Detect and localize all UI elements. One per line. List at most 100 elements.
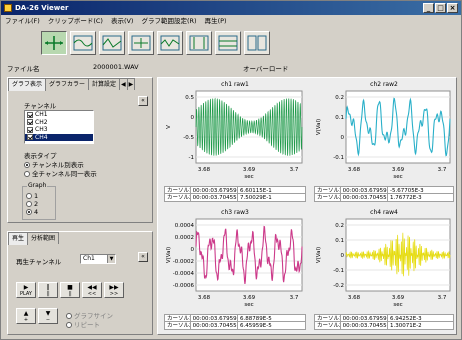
waveform-chart[interactable]: 0.2 0.1 0 -0.1 3.68 3.69 3.7 sec V(Val) (312, 89, 456, 181)
radio-button[interactable] (24, 171, 30, 177)
cursor-time: 00:00:03.70455 (192, 322, 238, 329)
rewind-button[interactable]: ◀◀ << (82, 282, 102, 298)
tab-graph-color[interactable]: グラフカラー (45, 78, 90, 90)
cursor-value: 6.60115E-1 (239, 188, 272, 193)
button-label: + (23, 317, 29, 323)
fast-forward-icon: ▶▶ (109, 284, 119, 291)
cursor-label: カーソル2 (317, 194, 341, 201)
cursor-time: 00:00:03.70455 (192, 194, 238, 201)
volume-down-button[interactable]: ▼ − (38, 308, 58, 324)
tab-analysis-range[interactable]: 分析範囲 (27, 232, 60, 244)
repeat-option[interactable]: リピート (66, 319, 100, 329)
cursor-time: 00:00:03.70455 (342, 194, 388, 201)
x-axis-label: sec (244, 174, 253, 180)
stop-button[interactable]: ■ || (60, 282, 80, 298)
panel-collapse-button[interactable]: « (138, 96, 148, 106)
pan-graph-icon (131, 35, 151, 51)
cursor-row: カーソル2 00:00:03.70455 7.50029E-1 (164, 194, 306, 202)
tab-play[interactable]: 再生 (8, 232, 29, 245)
cursor-label: カーソル2 (317, 322, 341, 329)
y-tick-label: 0.0004 (175, 223, 195, 229)
cursor-row: カーソル2 00:00:03.70455 1.30071E-2 (314, 322, 454, 330)
channel-item-ch1[interactable]: CH1 (25, 111, 93, 119)
graph-option-2[interactable]: 2 (26, 200, 38, 208)
tool-zoom-x-button[interactable] (70, 31, 96, 55)
checkbox[interactable] (27, 111, 33, 118)
radio-button[interactable] (66, 313, 72, 319)
radio-button[interactable] (26, 209, 32, 215)
menu-play[interactable]: 再生(P) (204, 17, 227, 25)
y-tick-label: -0.1 (333, 155, 344, 161)
display-type-option-separate[interactable]: チャンネル別表示 (24, 159, 84, 169)
plots-area: ch1 raw1 0.5 0 -0.5 -1 3.68 3.69 3.7 sec V カーソル1 00… (157, 77, 457, 335)
waveform-chart[interactable]: 0.2 0.1 0 -0.1 -0.2 3.68 3.69 3.7 sec V(Val) (312, 217, 456, 309)
x-tick-label: 3.69 (392, 167, 405, 173)
tab-scroll-right-button[interactable]: ▶ (126, 78, 136, 90)
playback-collapse-button[interactable]: « (138, 252, 148, 262)
radio-button[interactable] (66, 322, 72, 328)
checkbox[interactable] (27, 126, 33, 133)
menu-view[interactable]: 表示(V) (110, 17, 134, 25)
tool-split-button[interactable] (244, 31, 270, 55)
tab-graph-display[interactable]: グラフ表示 (8, 78, 47, 91)
radio-button[interactable] (24, 162, 30, 168)
channel-list[interactable]: CH1 CH2 CH3 CH4 (24, 110, 94, 144)
close-button[interactable]: × (447, 3, 458, 13)
channel-item-ch2[interactable]: CH2 (25, 119, 93, 127)
waveform-line (345, 97, 451, 157)
option-label: チャンネル別表示 (32, 161, 84, 169)
tool-pan-button[interactable] (128, 31, 154, 55)
minimize-button[interactable]: _ (423, 3, 434, 13)
cursor-table: カーソル1 00:00:03.67959 6.88789E-5 カーソル2 00:00:… (164, 314, 306, 330)
menu-clipboard[interactable]: クリップボード(C) (47, 17, 103, 25)
playback-panel: 再生 分析範囲 « 再生チャンネル Ch1 ▼ ▶ PLAY ‖ || ■ || ◀◀ <… (7, 231, 153, 335)
plot-panel-1: ch1 raw1 0.5 0 -0.5 -1 3.68 3.69 3.7 sec V カーソル1 00… (162, 80, 308, 206)
channel-item-ch4[interactable]: CH4 (25, 133, 93, 141)
waveform-chart[interactable]: 0.5 0 -0.5 -1 3.68 3.69 3.7 sec V (162, 89, 308, 181)
cursor-row: カーソル2 00:00:03.70455 6.45959E-5 (164, 322, 306, 330)
radio-button[interactable] (26, 201, 32, 207)
range-graph-icon (189, 35, 209, 51)
button-label: >> (109, 291, 119, 297)
tool-cursor-button[interactable] (41, 31, 67, 55)
cursor-label: カーソル2 (167, 322, 191, 329)
button-label: || (68, 291, 72, 297)
fast-forward-button[interactable]: ▶▶ >> (104, 282, 124, 298)
graph-option-4[interactable]: 4 (26, 208, 38, 216)
y-tick-label: 0.2 (335, 223, 344, 229)
pause-button[interactable]: ‖ || (38, 282, 58, 298)
plot-panel-2: ch2 raw2 0.2 0.1 0 -0.1 3.68 3.69 3.7 sec V(Val) カ… (312, 80, 456, 206)
menu-graph-range[interactable]: グラフ範囲設定(R) (141, 17, 197, 25)
display-type-option-overlay[interactable]: 全チャンネル同一表示 (24, 168, 97, 178)
tool-zoom-y-button[interactable] (99, 31, 125, 55)
y-tick-label: -0.1 (333, 268, 344, 274)
y-tick-label: -0.5 (183, 135, 194, 141)
y-tick-label: 0.5 (185, 95, 194, 101)
x-axis-label: sec (393, 174, 402, 180)
title-bar[interactable]: DA-26 Viewer _ □ × (1, 1, 461, 15)
checkbox[interactable] (27, 134, 33, 141)
graph-option-1[interactable]: 1 (26, 192, 38, 200)
graph-sign-option[interactable]: グラフサイン (66, 310, 113, 320)
cursor-label: カーソル1 (317, 315, 341, 321)
cursor-label: カーソル1 (167, 187, 191, 193)
tab-calc-settings[interactable]: 計算設定 (88, 78, 121, 90)
cursor-row: カーソル1 00:00:03.67959 6.88789E-5 (164, 314, 306, 322)
menu-file[interactable]: ファイル(F) (5, 17, 40, 25)
option-label: 4 (34, 208, 39, 216)
play-channel-select[interactable]: Ch1 ▼ (80, 254, 116, 264)
tool-fit-button[interactable] (157, 31, 183, 55)
maximize-button[interactable]: □ (435, 3, 446, 13)
tool-overlay-button[interactable] (215, 31, 241, 55)
plot-title: ch1 raw1 (221, 81, 249, 88)
radio-button[interactable] (26, 193, 32, 199)
graph-count-group: Graph 1 2 4 (22, 182, 56, 220)
tool-range-button[interactable] (186, 31, 212, 55)
channel-item-ch3[interactable]: CH3 (25, 126, 93, 134)
waveform-line (345, 232, 451, 277)
play-button[interactable]: ▶ PLAY (16, 282, 36, 298)
x-tick-label: 3.69 (243, 295, 256, 301)
volume-up-button[interactable]: ▲ + (16, 308, 36, 324)
checkbox[interactable] (27, 119, 33, 126)
